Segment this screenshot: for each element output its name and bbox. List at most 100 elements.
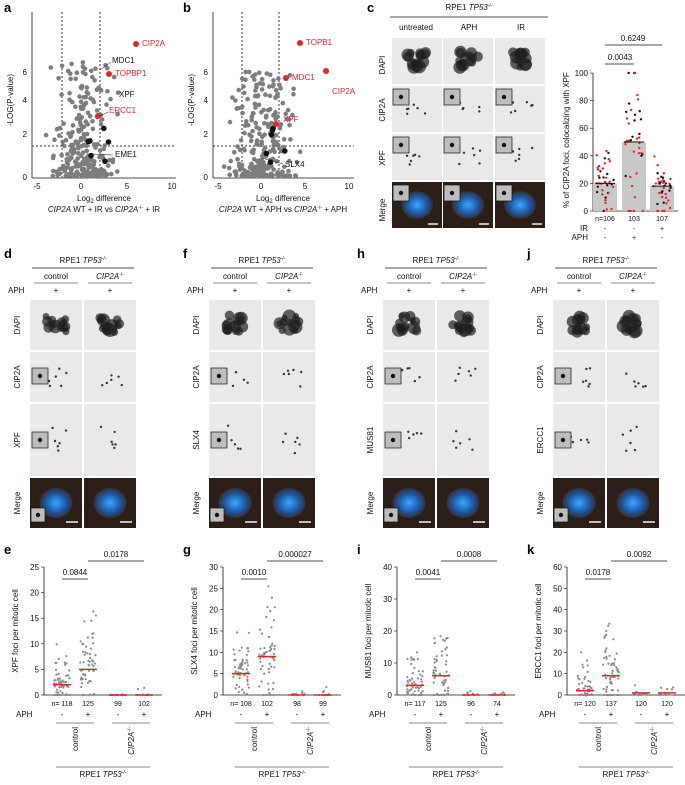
chromatin-blob	[95, 313, 105, 323]
protein-point	[254, 173, 260, 179]
cell-line-header: RPE1 TP53-/-	[446, 3, 493, 12]
y-tick-label: 0	[23, 173, 28, 182]
data-point	[610, 207, 613, 211]
focus-dot	[587, 441, 590, 444]
data-point	[631, 135, 634, 138]
focus-dot	[296, 436, 299, 440]
aph-sign: +	[577, 286, 582, 295]
chromatin-blob	[465, 51, 474, 60]
data-point	[59, 693, 63, 697]
data-point	[578, 693, 581, 697]
protein-point	[90, 119, 95, 124]
protein-point	[74, 160, 79, 166]
data-point	[81, 642, 84, 646]
point-cip2a	[323, 68, 329, 74]
protein-point	[108, 96, 113, 102]
protein-point	[93, 145, 98, 150]
protein-point	[107, 157, 112, 163]
label-topb1: TOPB1	[306, 38, 333, 47]
aph-row-label: APH	[8, 286, 25, 295]
data-point	[432, 669, 435, 672]
protein-point-dark	[269, 127, 276, 133]
data-point	[270, 644, 273, 647]
y-tick-label: 4	[23, 96, 28, 105]
data-point	[605, 690, 608, 693]
focus-dot	[458, 366, 461, 369]
data-point	[410, 656, 413, 659]
data-point	[595, 154, 598, 157]
data-point	[433, 677, 436, 680]
panel-j-micrographs: RPE1 TP53-/- control CIP2A-/- APH + + DAPI CIP2…	[531, 256, 659, 528]
aph-row-label: APH	[16, 710, 33, 719]
data-point	[406, 692, 409, 695]
focus-dot	[246, 381, 249, 384]
chromatin-blob	[224, 310, 235, 320]
data-point	[658, 191, 661, 195]
protein-point	[76, 127, 81, 133]
protein-point	[43, 132, 49, 138]
data-point	[638, 146, 641, 150]
data-point	[615, 693, 619, 697]
n-label: 120	[661, 701, 673, 708]
aph-sign: +	[142, 710, 147, 719]
data-point	[89, 680, 92, 683]
data-point	[608, 654, 611, 657]
data-point	[406, 691, 409, 694]
data-point	[84, 674, 87, 677]
protein-point	[50, 155, 56, 161]
data-point	[272, 653, 275, 656]
protein-point	[265, 121, 271, 127]
data-point	[609, 677, 612, 680]
data-point	[92, 693, 95, 697]
focus-dot	[633, 448, 637, 452]
focus-dot	[242, 378, 246, 381]
data-point	[669, 186, 672, 189]
aph-sign: -	[584, 710, 587, 719]
y-axis-label: XPF foci per mitotic cell	[11, 589, 20, 673]
focus-dot	[585, 367, 588, 371]
data-point	[433, 661, 436, 664]
focus-dot	[233, 443, 237, 446]
n-label: n= 117	[404, 701, 425, 708]
data-point	[661, 181, 665, 184]
n-label: 125	[82, 701, 94, 708]
protein-point-dark	[88, 152, 94, 159]
chromatin-blob	[411, 325, 422, 336]
inset-focus	[449, 190, 455, 196]
protein-point	[270, 84, 276, 89]
data-point	[54, 668, 58, 672]
protein-point	[271, 78, 276, 83]
inset-focus	[398, 190, 404, 196]
protein-point	[262, 173, 268, 179]
data-point	[605, 208, 608, 211]
aph-row-label: APH	[531, 286, 548, 295]
protein-point	[77, 163, 83, 169]
data-point	[325, 686, 328, 689]
data-point	[445, 646, 448, 649]
protein-point	[271, 167, 276, 172]
merge-nucleus	[39, 488, 73, 518]
group-label-mutant: CIP2A-/-	[650, 727, 659, 755]
focus-dot	[408, 367, 411, 370]
data-point	[65, 674, 68, 677]
x-tick-label: 10	[168, 182, 177, 191]
protein-point	[277, 124, 283, 129]
focus-dot	[531, 146, 534, 150]
y-tick-label: 2	[204, 130, 209, 139]
data-point	[441, 681, 445, 684]
chromatin-blob	[48, 320, 56, 328]
protein-point	[250, 128, 255, 134]
data-point	[91, 663, 94, 666]
protein-point	[297, 149, 303, 154]
data-point	[662, 201, 665, 204]
merge-nucleus	[218, 488, 252, 518]
protein-point	[57, 125, 63, 131]
aph-sign: -	[296, 710, 299, 719]
data-point	[241, 668, 244, 671]
data-point	[64, 663, 67, 666]
data-point	[263, 646, 266, 650]
y-tick-label: 60	[579, 124, 588, 133]
focus-dot	[110, 374, 113, 377]
data-point	[578, 682, 581, 686]
